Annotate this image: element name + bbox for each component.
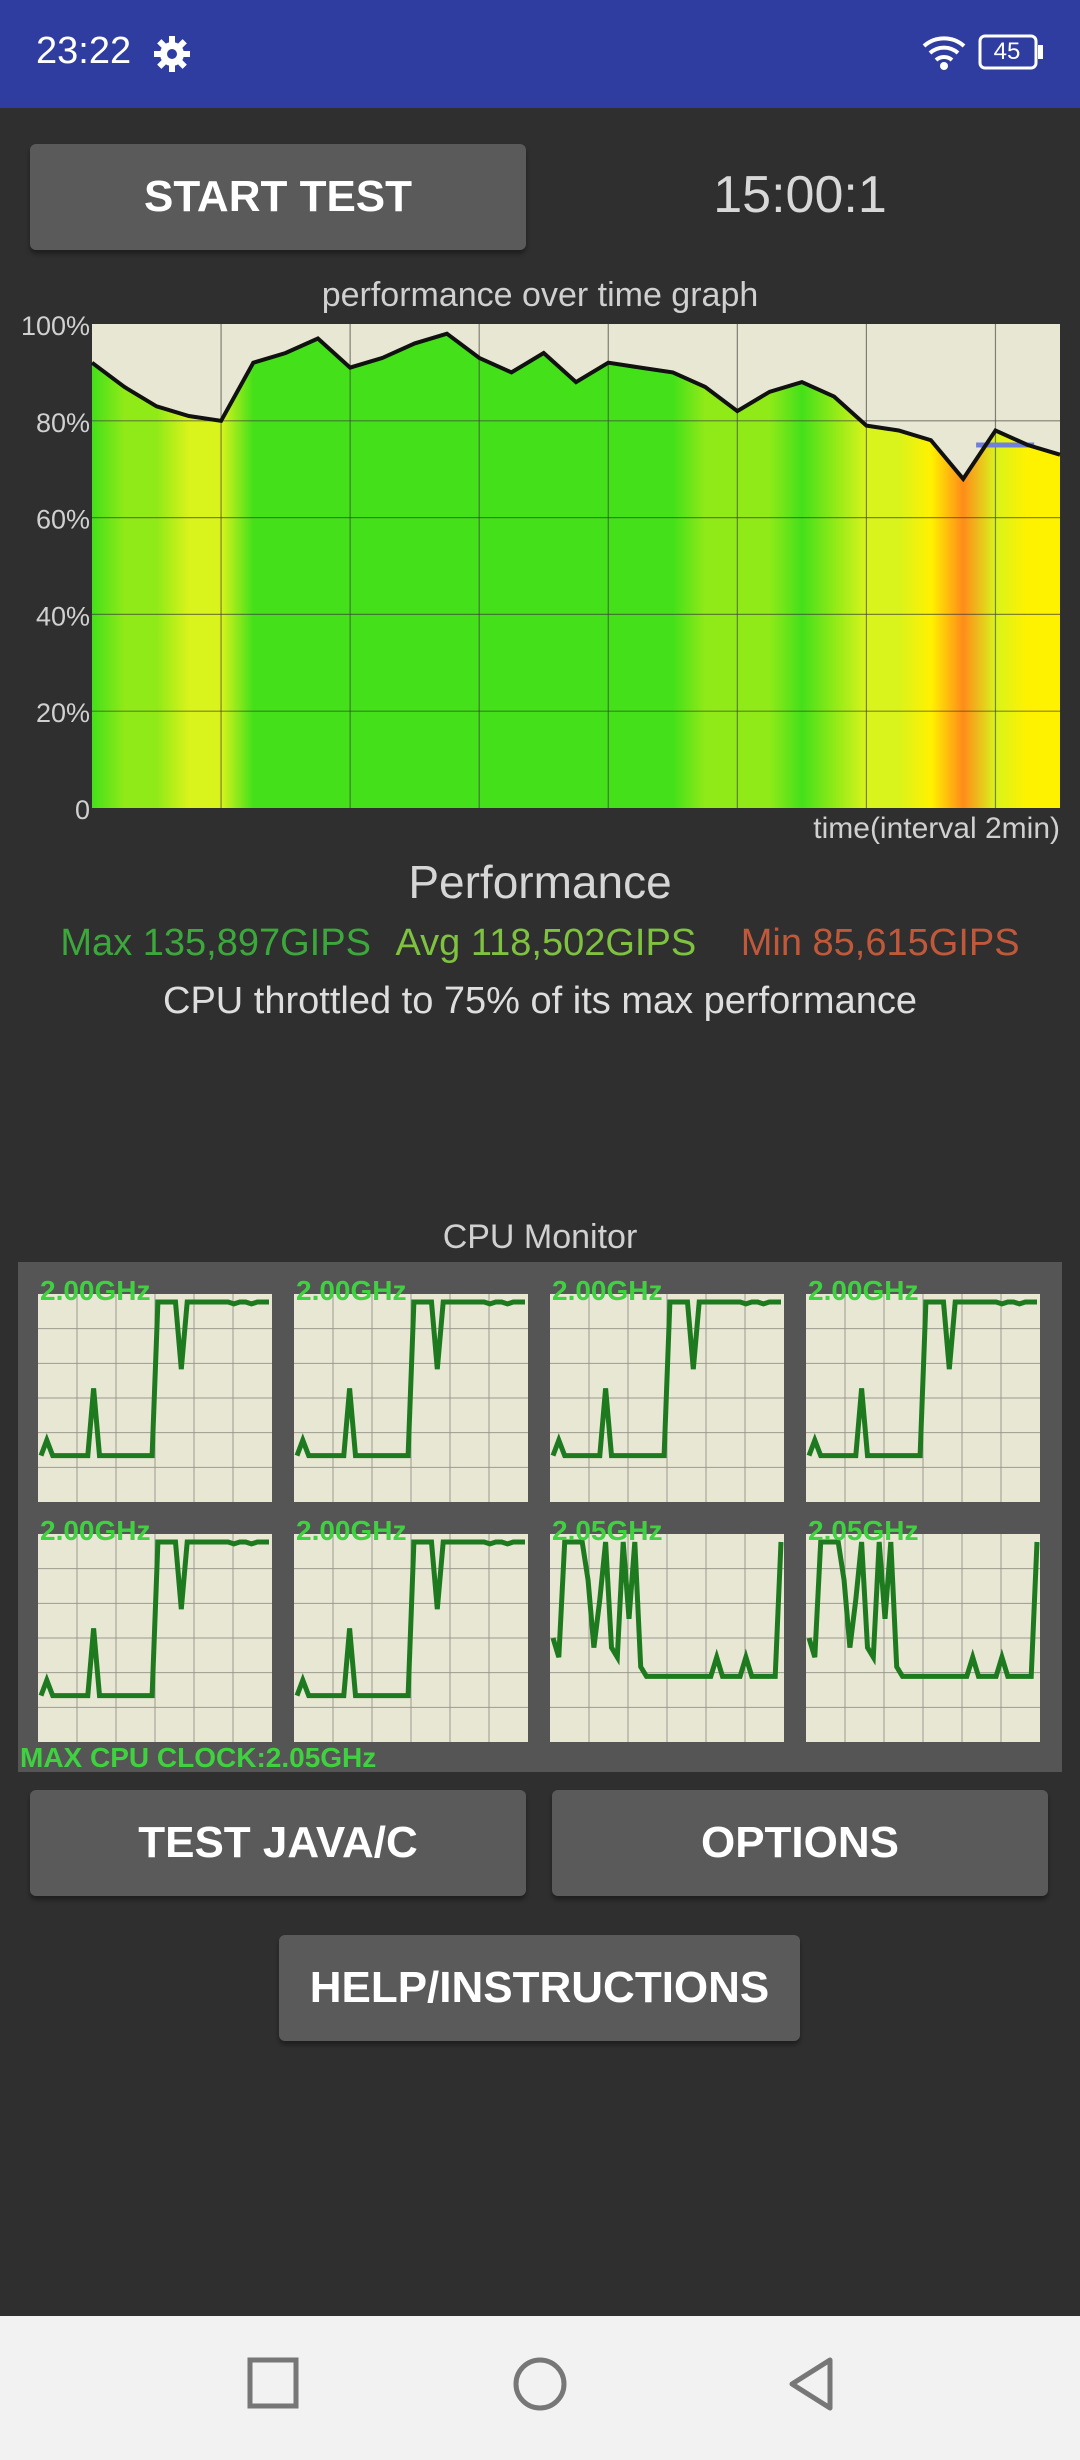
performance-stats: Max 135,897GIPS Avg 118,502GIPS Min 85,6… [0, 922, 1080, 965]
performance-title: Performance [408, 856, 672, 908]
gear-icon [154, 36, 190, 72]
cpu-monitor-title: CPU Monitor [442, 1218, 638, 1256]
throttle-message: CPU throttled to 75% of its max performa… [163, 980, 917, 1022]
y-tick-label: 60% [36, 505, 90, 535]
core-frequency-label: 2.05GHz [808, 1515, 919, 1546]
cpu-monitor-panel: 2.00GHz 2.00GHz 2.00GHz 2.00GHz 2.00GHz 2.00G… [18, 1262, 1062, 1772]
core-frequency-label: 2.05GHz [552, 1515, 663, 1546]
options-button[interactable]: OPTIONS [552, 1790, 1048, 1896]
x-axis-label: time(interval 2min) [813, 812, 1060, 845]
min-performance: Min 85,615GIPS [740, 922, 1020, 964]
performance-area [92, 333, 1060, 808]
wifi-icon [922, 36, 966, 70]
core-frequency-label: 2.00GHz [808, 1275, 919, 1306]
core-frequency-line [38, 1539, 269, 1699]
navigation-bar [0, 2316, 1080, 2460]
y-tick-label: 0 [75, 795, 90, 820]
battery-level: 45 [993, 38, 1021, 65]
performance-line [90, 331, 1061, 483]
cpu-core-graphs: 2.00GHz 2.00GHz 2.00GHz 2.00GHz 2.00GHz 2.00G… [38, 1275, 1040, 1742]
y-tick-label: 40% [36, 601, 90, 631]
core-frequency-line [294, 1539, 525, 1699]
max-cpu-clock: MAX CPU CLOCK:2.05GHz [20, 1742, 377, 1773]
battery-icon: 45 [978, 34, 1044, 70]
recents-icon[interactable] [246, 2356, 302, 2412]
start-test-button[interactable]: START TEST [30, 144, 526, 250]
core-frequency-line [38, 1299, 269, 1459]
home-icon[interactable] [512, 2356, 568, 2412]
core-frequency-line [806, 1299, 1037, 1459]
max-performance: Max 135,897GIPS [60, 922, 371, 964]
help-instructions-button[interactable]: HELP/INSTRUCTIONS [279, 1935, 800, 2041]
core-frequency-line [294, 1299, 525, 1459]
graph-grid [92, 324, 1060, 808]
avg-performance: Avg 118,502GIPS [395, 922, 697, 964]
core-frequency-line [550, 1539, 784, 1679]
test-timer: 15:00:1 [713, 166, 887, 224]
y-tick-label: 100% [21, 311, 90, 341]
core-frequency-label: 2.00GHz [552, 1275, 663, 1306]
core-frequency-label: 2.00GHz [296, 1515, 407, 1546]
y-axis-ticks: 100% 80% 60% 40% 20% 0 [21, 311, 90, 820]
y-tick-label: 20% [36, 698, 90, 728]
core-frequency-label: 2.00GHz [40, 1515, 151, 1546]
performance-graph: 100% 80% 60% 40% 20% 0 [21, 311, 1061, 820]
y-tick-label: 80% [36, 408, 90, 438]
core-frequency-line [550, 1299, 781, 1459]
test-java-c-button[interactable]: TEST JAVA/C [30, 1790, 526, 1896]
core-frequency-label: 2.00GHz [40, 1275, 151, 1306]
graph-title: performance over time graph [321, 276, 759, 314]
core-frequency-line [806, 1539, 1040, 1679]
status-bar: 23:22 45 [0, 0, 1080, 108]
core-frequency-label: 2.00GHz [296, 1275, 407, 1306]
back-icon[interactable] [784, 2356, 840, 2412]
status-time: 23:22 [36, 30, 132, 72]
